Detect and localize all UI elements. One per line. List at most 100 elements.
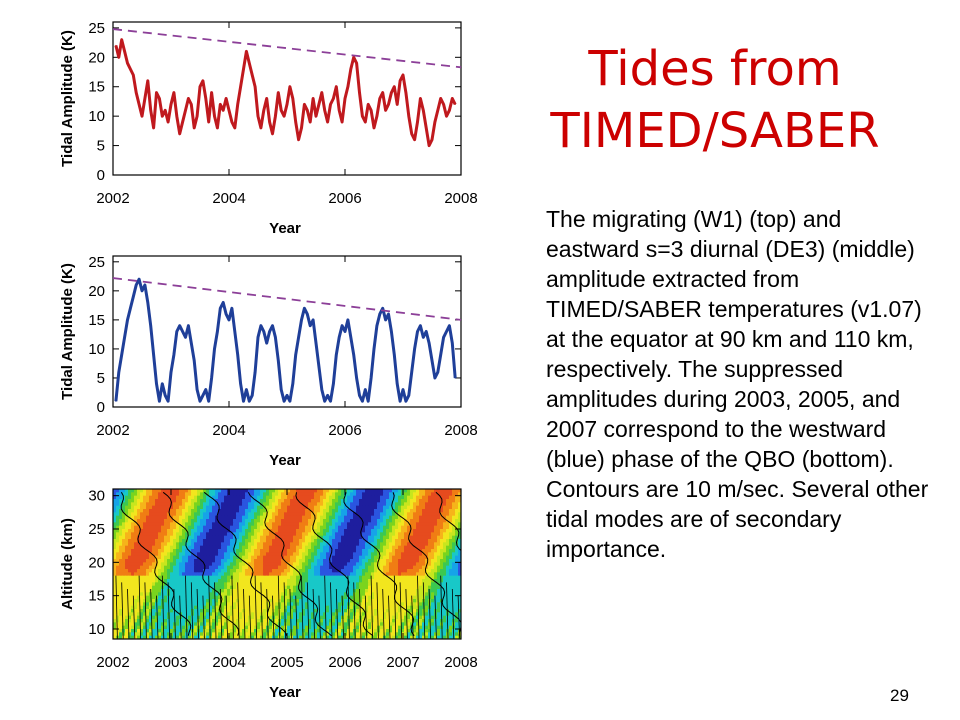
contour-cell [242, 575, 246, 580]
contour-cell [206, 502, 210, 507]
contour-cell [365, 615, 369, 620]
contour-cell [176, 542, 180, 547]
contour-cell [158, 572, 162, 577]
contour-cell [380, 489, 384, 493]
contour-cell [320, 575, 324, 580]
contour-cell [158, 542, 162, 547]
contour-cell [275, 592, 279, 597]
contour-cell [218, 615, 222, 620]
contour-cell [284, 565, 288, 570]
contour-cell [140, 595, 144, 600]
contour-cell [323, 505, 327, 510]
contour-cell [323, 549, 327, 553]
contour-cell [152, 509, 156, 513]
contour-cell [296, 519, 300, 523]
contour-cell [296, 502, 300, 507]
contour-cell [131, 512, 135, 517]
contour-cell [431, 525, 435, 530]
x-tick-label: 2002 [96, 422, 129, 439]
contour-cell [332, 609, 336, 613]
contour-cell [194, 495, 198, 500]
contour-cell [308, 609, 312, 613]
contour-cell [314, 509, 318, 513]
data-point [242, 400, 245, 402]
contour-cell [221, 592, 225, 597]
contour-cell [371, 509, 375, 513]
contour-cell [299, 505, 303, 510]
contour-cell [293, 565, 297, 570]
contour-cell [146, 612, 150, 617]
contour-cell [152, 522, 156, 527]
contour-cell [209, 529, 213, 533]
contour-cell [452, 489, 456, 493]
contour-cell [233, 599, 237, 603]
contour-cell [398, 492, 402, 497]
contour-cell [419, 539, 423, 543]
contour-cell [164, 555, 168, 560]
contour-cell [437, 515, 441, 520]
contour-cell [161, 492, 165, 497]
contour-cell [347, 505, 351, 510]
contour-cell [455, 572, 459, 577]
contour-cell [176, 619, 180, 623]
contour-cell [359, 499, 363, 503]
contour-cell [149, 495, 153, 500]
contour-cell [320, 589, 324, 593]
contour-field [113, 489, 461, 639]
contour-cell [374, 612, 378, 617]
contour-cell [320, 609, 324, 613]
contour-cell [254, 499, 258, 503]
contour-cell [131, 495, 135, 500]
contour-cell [449, 599, 453, 603]
data-point [408, 394, 410, 396]
contour-cell [272, 595, 276, 600]
data-point [425, 330, 427, 333]
contour-cell [128, 605, 132, 610]
contour-cell [320, 552, 324, 557]
contour-cell [209, 622, 213, 627]
contour-cell [134, 532, 138, 537]
contour-cell [248, 589, 252, 593]
contour-cell [167, 502, 171, 507]
contour-cell [323, 572, 327, 577]
contour-cell [434, 585, 438, 590]
contour-cell [146, 535, 150, 540]
contour-cell [278, 599, 282, 603]
contour-cell [275, 589, 279, 593]
contour-cell [215, 582, 219, 587]
contour-cell [146, 605, 150, 610]
contour-cell [287, 515, 291, 520]
contour-cell [365, 532, 369, 537]
contour-cell [230, 569, 234, 573]
contour-cell [389, 522, 393, 527]
contour-cell [161, 622, 165, 627]
contour-cell [284, 572, 288, 577]
contour-cell [227, 562, 231, 567]
contour-cell [137, 605, 141, 610]
contour-cell [116, 559, 120, 563]
contour-cell [314, 595, 318, 600]
contour-cell [140, 535, 144, 540]
contour-cell [203, 492, 207, 497]
contour-cell [134, 499, 138, 503]
contour-cell [428, 545, 432, 550]
contour-cell [341, 542, 345, 547]
contour-cell [281, 522, 285, 527]
contour-cell [317, 575, 321, 580]
contour-cell [113, 575, 117, 580]
contour-cell [455, 509, 459, 513]
contour-cell [431, 542, 435, 547]
contour-cell [296, 605, 300, 610]
contour-cell [209, 549, 213, 553]
data-point [173, 354, 175, 356]
data-point [222, 109, 224, 111]
contour-cell [290, 612, 294, 617]
contour-cell [209, 552, 213, 557]
data-point [121, 354, 123, 356]
contour-cell [308, 552, 312, 557]
contour-cell [224, 545, 228, 550]
contour-cell [326, 595, 330, 600]
contour-cell [269, 539, 273, 543]
contour-cell [353, 579, 357, 583]
contour-cell [176, 522, 180, 527]
